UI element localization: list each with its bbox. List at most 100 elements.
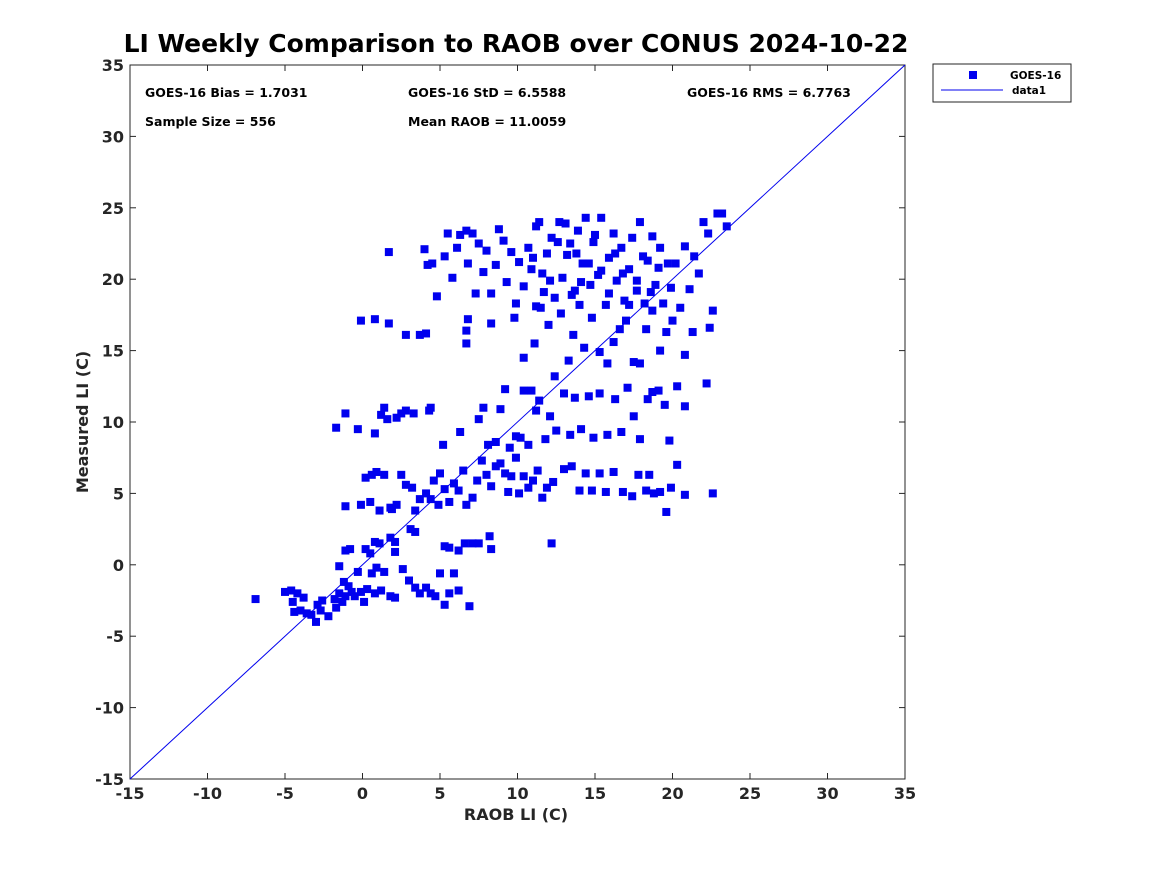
scatter-point [577, 425, 586, 434]
scatter-point [708, 306, 717, 315]
scatter-point [408, 483, 417, 492]
x-axis-label: RAOB LI (C) [464, 805, 568, 824]
scatter-point [572, 249, 581, 258]
scatter-point [535, 218, 544, 227]
scatter-point [688, 328, 697, 337]
y-tick-label: -15 [95, 770, 124, 789]
plot-area: -15 -10 -5 0 5 10 15 20 25 30 35 -15 -10 -5 0 5 10 15 20 2… [95, 56, 916, 803]
scatter-point [324, 612, 333, 621]
scatter-point [702, 379, 711, 388]
x-tick-label: 25 [739, 784, 761, 803]
scatter-point [635, 359, 644, 368]
scatter-point [708, 489, 717, 498]
scatter-point [445, 543, 454, 552]
scatter-point [597, 266, 606, 275]
scatter-point [648, 232, 657, 241]
scatter-point [646, 288, 655, 297]
scatter-point [384, 248, 393, 257]
scatter-point [377, 586, 386, 595]
scatter-point [560, 465, 568, 474]
scatter-point [699, 218, 708, 227]
scatter-point [656, 346, 665, 355]
scatter-point [584, 259, 593, 268]
stats-annotations: GOES-16 Bias = 1.7031 GOES-16 StD = 6.55… [145, 85, 851, 129]
scatter-point [370, 537, 379, 546]
scatter-point [341, 546, 350, 555]
scatter-point [603, 430, 612, 439]
scatter-point [532, 222, 541, 231]
scatter-point [634, 470, 643, 479]
scatter-point [553, 238, 562, 247]
scatter-point [550, 293, 559, 302]
scatter-point [353, 425, 362, 434]
scatter-point [462, 500, 471, 509]
scatter-point [405, 576, 413, 585]
scatter-point [625, 265, 634, 274]
scatter-point [680, 402, 689, 411]
scatter-point [474, 415, 483, 424]
scatter-point [640, 299, 649, 308]
stat-rms: GOES-16 RMS = 6.7763 [687, 85, 851, 100]
scatter-point [680, 490, 689, 499]
scatter-point [445, 589, 454, 598]
scatter-point [649, 489, 658, 498]
scatter-point [595, 348, 604, 357]
scatter-point [356, 500, 365, 509]
scatter-point [468, 539, 477, 548]
scatter-point [680, 350, 689, 359]
scatter-point [290, 607, 299, 616]
scatter-point [380, 403, 389, 412]
scatter-point [370, 589, 379, 598]
y-tick-label: -5 [106, 627, 124, 646]
series-line-data1 [129, 64, 906, 780]
scatter-point [620, 296, 629, 305]
scatter-point [567, 290, 576, 299]
scatter-point [589, 433, 598, 442]
scatter-point [618, 487, 627, 496]
scatter-point [549, 477, 558, 486]
scatter-point [356, 316, 365, 325]
scatter-point [617, 427, 626, 436]
scatter-point [471, 289, 480, 298]
scatter-point [366, 549, 375, 558]
scatter-point [281, 587, 289, 596]
scatter-point [422, 329, 431, 338]
x-tick-label: -10 [193, 784, 222, 803]
y-tick-label: 0 [113, 556, 124, 575]
scatter-point [415, 330, 424, 339]
scatter-point [429, 476, 438, 485]
scatter-point [718, 209, 727, 218]
x-tick-label: -5 [276, 784, 294, 803]
scatter-point [499, 236, 508, 245]
scatter-point [422, 489, 431, 498]
x-tick-label: 10 [506, 784, 528, 803]
scatter-point [665, 436, 674, 445]
scatter-point [436, 469, 444, 478]
scatter-point [454, 546, 463, 555]
scatter-point [468, 229, 477, 238]
scatter-point [632, 276, 641, 285]
scatter-point [479, 268, 488, 277]
scatter-point [401, 330, 410, 339]
scatter-point [656, 487, 665, 496]
scatter-point [436, 569, 444, 578]
y-tick-label: 35 [102, 56, 124, 75]
scatter-point [434, 500, 443, 509]
scatter-point [552, 426, 561, 435]
scatter-point [561, 219, 570, 228]
scatter-point [530, 339, 539, 348]
scatter-point [507, 248, 516, 257]
scatter-point [538, 269, 547, 278]
scatter-point [538, 493, 547, 502]
scatter-point [511, 432, 520, 441]
scatter-point [332, 423, 341, 432]
scatter-point [535, 396, 544, 405]
scatter-point [524, 243, 533, 252]
y-tick-label: 15 [102, 342, 124, 361]
scatter-point [459, 466, 468, 475]
scatter-point [635, 435, 644, 444]
y-tick-label: 10 [102, 413, 124, 432]
scatter-point [380, 470, 389, 479]
scatter-point [335, 589, 344, 598]
scatter-point [618, 269, 627, 278]
